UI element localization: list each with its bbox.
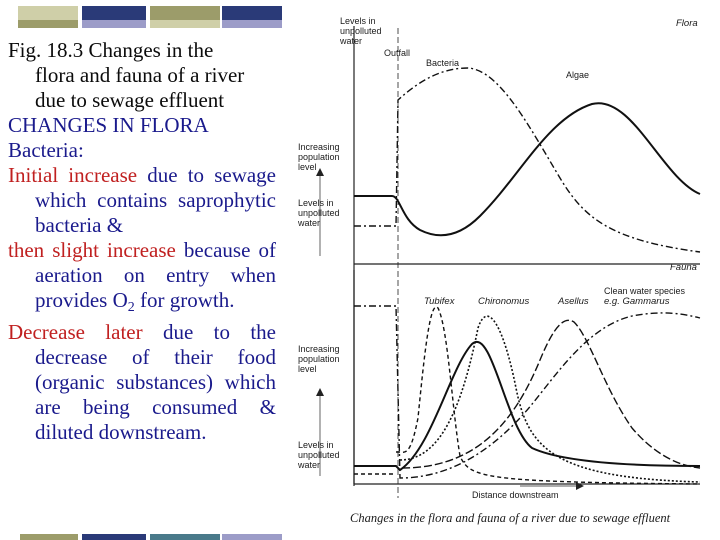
clean-water-label-2: e.g. Gammarus xyxy=(604,296,670,307)
flora-y-label-2: population xyxy=(298,152,340,162)
outfall-label: Outfall xyxy=(384,48,410,58)
title-line-3: due to sewage effluent xyxy=(35,88,225,112)
para3-text: due to the decrease of their food (organ… xyxy=(35,320,276,444)
para1-text: due to sewage which contains saprophytic… xyxy=(35,163,276,237)
curve-bacteria xyxy=(354,67,701,253)
curve-chironomus xyxy=(399,315,701,483)
y-arrowhead-flora xyxy=(316,168,324,176)
fauna-levels-label-3: water xyxy=(297,460,320,470)
fauna-y-label-2: population xyxy=(298,354,340,364)
fauna-levels-label-2: unpolluted xyxy=(298,450,340,460)
curve-asellus xyxy=(401,319,701,469)
x-axis-label: Distance downstream xyxy=(472,490,559,500)
bacteria-label: Bacteria xyxy=(426,58,459,68)
title-line-1: Fig. 18.3 Changes in the xyxy=(8,38,214,62)
flora-fauna-diagram: Levels in unpolluted water Outfall Fauna… xyxy=(292,8,704,532)
fauna-levels-label-1: Levels in xyxy=(298,440,334,450)
title-line-2: flora and fauna of a river xyxy=(35,63,245,87)
fauna-y-label-1: Increasing xyxy=(298,344,340,354)
flora-heading: CHANGES IN FLORA xyxy=(8,113,209,137)
asellus-label: Asellus xyxy=(557,296,589,307)
bottom-decoration-bar xyxy=(0,534,285,540)
flora-tag-label: Flora xyxy=(676,18,698,29)
top-level-label-2: unpolluted xyxy=(340,26,382,36)
highlight-decrease-later: Decrease later xyxy=(8,320,143,344)
figure-caption: Changes in the flora and fauna of a rive… xyxy=(350,511,671,525)
figure-title: Fig. 18.3 Changes in the flora and fauna… xyxy=(8,38,276,113)
highlight-initial-increase: Initial increase xyxy=(8,163,138,187)
top-level-label-3: water xyxy=(339,36,362,46)
para2-text: because of aeration on entry when provid… xyxy=(35,238,276,312)
fauna-y-label-3: level xyxy=(298,364,317,374)
top-decoration-bar xyxy=(0,0,285,30)
curve-algae xyxy=(354,102,701,237)
paragraph-initial-increase: Initial increase due to sewage which con… xyxy=(8,163,276,238)
algae-label: Algae xyxy=(566,70,589,80)
flora-levels-label-2: unpolluted xyxy=(298,208,340,218)
chironomus-label: Chironomus xyxy=(478,296,529,307)
flora-levels-label-1: Levels in xyxy=(298,198,334,208)
top-level-label-1: Levels in xyxy=(340,16,376,26)
highlight-slight-increase: then slight increase xyxy=(8,238,176,262)
curve-fauna-main xyxy=(354,340,701,472)
flora-y-label-1: Increasing xyxy=(298,142,340,152)
clean-water-label-1: Clean water species xyxy=(604,286,686,296)
y-arrowhead-fauna xyxy=(316,388,324,396)
fauna-tag-label: Fauna xyxy=(670,262,697,273)
flora-levels-label-3: water xyxy=(297,218,320,228)
paragraph-decrease-later: Decrease later due to the decrease of th… xyxy=(8,320,276,445)
tubifex-label: Tubifex xyxy=(424,296,456,307)
diagram-svg: Levels in unpolluted water Outfall Fauna… xyxy=(297,16,701,525)
bacteria-subheading: Bacteria: xyxy=(8,138,84,162)
oxygen-subscript: 2 xyxy=(127,300,135,315)
slide-text: Fig. 18.3 Changes in the flora and fauna… xyxy=(8,38,276,445)
x-arrowhead xyxy=(576,482,584,490)
curve-tubifex xyxy=(396,306,701,485)
flora-y-label-3: level xyxy=(298,162,317,172)
paragraph-slight-increase: then slight increase because of aeration… xyxy=(8,238,276,320)
para2-end: for growth. xyxy=(134,288,235,312)
